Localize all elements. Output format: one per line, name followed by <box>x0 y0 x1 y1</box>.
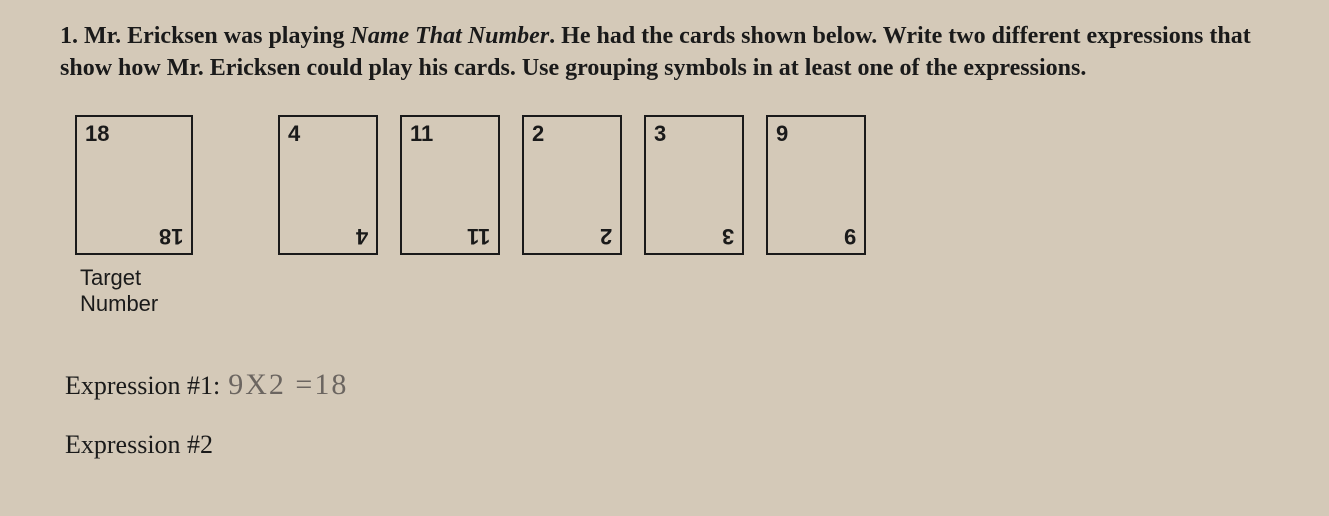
card-number-top: 4 <box>288 121 300 147</box>
card-number-bottom: 18 <box>159 223 183 249</box>
card-number-bottom: 4 <box>356 223 368 249</box>
expressions-area: Expression #1: 9X2 =18 Expression #2 <box>65 368 1269 460</box>
expression-2-label: Expression #2 <box>65 430 213 460</box>
target-label-line2: Number <box>80 291 1269 317</box>
expression-1-label: Expression #1: <box>65 371 220 401</box>
card-number-top: 11 <box>410 121 433 147</box>
card: 4 4 <box>278 115 378 255</box>
target-card: 18 18 <box>75 115 193 255</box>
expression-2-line: Expression #2 <box>65 430 1269 460</box>
card: 9 9 <box>766 115 866 255</box>
card-number-top: 3 <box>654 121 666 147</box>
target-label: Target Number <box>80 265 1269 318</box>
expression-1-answer: 9X2 =18 <box>228 368 348 402</box>
question-text: 1. Mr. Ericksen was playing Name That Nu… <box>60 20 1269 85</box>
game-name: Name That Number <box>350 23 549 49</box>
question-part1: Mr. Ericksen was playing <box>84 23 350 49</box>
card: 2 2 <box>522 115 622 255</box>
card-number-top: 18 <box>85 121 109 147</box>
card-number-top: 9 <box>776 121 788 147</box>
question-number: 1. <box>60 23 78 49</box>
cards-row: 18 18 4 4 11 11 2 2 3 3 9 9 <box>75 115 1269 255</box>
expression-1-line: Expression #1: 9X2 =18 <box>65 368 1269 402</box>
target-label-line1: Target <box>80 265 1269 291</box>
card-number-bottom: 2 <box>600 223 612 249</box>
card-number-top: 2 <box>532 121 544 147</box>
card: 11 11 <box>400 115 500 255</box>
target-card-wrap: 18 18 <box>75 115 193 255</box>
card: 3 3 <box>644 115 744 255</box>
card-number-bottom: 3 <box>722 223 734 249</box>
card-number-bottom: 11 <box>467 223 490 249</box>
card-number-bottom: 9 <box>844 223 856 249</box>
